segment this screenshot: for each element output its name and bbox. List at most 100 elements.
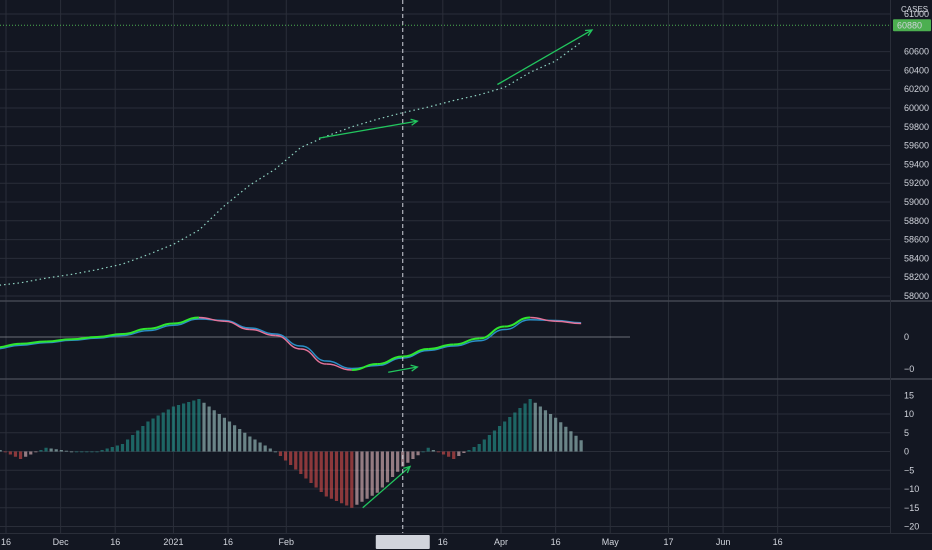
histogram-bar[interactable] [457,451,461,457]
histogram-bar[interactable] [90,451,94,453]
histogram-bar[interactable] [299,451,303,475]
oscillator-main-segment[interactable] [20,340,47,345]
histogram-bar[interactable] [100,450,104,452]
histogram-bar[interactable] [222,417,226,452]
oscillator-main-segment[interactable] [351,363,378,371]
histogram-bar[interactable] [69,451,74,453]
histogram-bar[interactable] [385,451,390,483]
histogram-bar[interactable] [390,451,395,478]
oscillator-main-segment[interactable] [0,342,21,349]
histogram-bar[interactable] [345,451,349,506]
oscillator-main-segment[interactable] [122,327,148,335]
histogram-bar[interactable] [487,435,491,452]
oscillator-main-segment[interactable] [46,338,72,343]
oscillator-main-segment[interactable] [147,322,174,330]
histogram-bar[interactable] [85,451,89,453]
oscillator-main-segment[interactable] [504,316,531,328]
histogram-bar[interactable] [528,399,532,452]
annotation-arrows[interactable] [318,29,594,509]
histogram-bar[interactable] [192,400,196,452]
histogram-bar[interactable] [39,450,43,452]
annotation-arrow[interactable] [497,29,593,86]
histogram-bar[interactable] [431,450,435,452]
histogram-bar[interactable] [447,451,451,457]
oscillator-signal-line[interactable] [0,318,582,370]
histogram-bar[interactable] [115,445,119,452]
histogram-bar[interactable] [3,451,7,453]
histogram-bar[interactable] [80,451,84,453]
histogram-bar[interactable] [579,440,583,452]
histogram-bar[interactable] [49,448,53,452]
histogram-bar[interactable] [232,425,237,452]
oscillator-main-segment[interactable] [428,343,454,350]
histogram-bar[interactable] [503,421,507,452]
price-series-line[interactable] [0,41,582,286]
histogram-bar[interactable] [166,409,170,452]
histogram-bar[interactable] [283,451,288,461]
histogram-bar[interactable] [309,451,313,484]
histogram-bar[interactable] [253,439,257,452]
histogram-bar[interactable] [187,402,191,452]
histogram-bar[interactable] [141,426,145,452]
histogram-bar[interactable] [95,451,99,453]
histogram-bar[interactable] [564,426,568,452]
oscillator-main-segment[interactable] [402,348,429,358]
histogram-bar[interactable] [492,430,497,452]
histogram-bar[interactable] [340,451,344,504]
annotation-arrow[interactable] [362,466,411,509]
histogram-bar[interactable] [64,450,69,452]
histogram-bar[interactable] [59,450,63,452]
histogram-bar[interactable] [304,451,308,479]
histogram-bar[interactable] [538,406,542,452]
histogram-bar[interactable] [263,445,267,452]
histogram-bar[interactable] [131,435,135,452]
histogram-bar[interactable] [217,414,221,452]
annotation-arrow[interactable] [318,120,418,139]
oscillator-main-segment[interactable] [479,325,505,340]
histogram-bar[interactable] [136,430,140,452]
histogram-bar[interactable] [294,451,298,470]
oscillator-main-segment[interactable] [275,334,301,350]
histogram-bar[interactable] [238,429,242,452]
histogram-bar[interactable] [508,417,512,452]
histogram-bar[interactable] [380,451,384,488]
histogram-bar[interactable] [462,451,466,454]
histogram-bar[interactable] [329,451,334,499]
histogram-bar[interactable] [334,451,339,502]
histogram-bar[interactable] [370,451,374,496]
histogram-bar[interactable] [156,415,160,452]
histogram-bar[interactable] [518,408,522,452]
histogram-bar[interactable] [18,451,23,460]
histogram-panel[interactable] [0,399,583,508]
histogram-bar[interactable] [105,448,109,452]
histogram-bar[interactable] [548,414,553,452]
histogram-bar[interactable] [324,451,328,497]
histogram-bar[interactable] [411,451,415,460]
histogram-bar[interactable] [574,435,578,452]
histogram-bar[interactable] [365,451,369,499]
histogram-bar[interactable] [533,402,537,452]
histogram-bar[interactable] [554,417,558,452]
histogram-bar[interactable] [243,432,247,452]
histogram-bar[interactable] [8,451,12,455]
histogram-bar[interactable] [258,442,262,452]
histogram-bar[interactable] [29,451,33,455]
histogram-bar[interactable] [436,451,441,453]
histogram-bar[interactable] [278,451,283,457]
oscillator-main-segment[interactable] [530,316,556,322]
oscillator-main-segment[interactable] [96,333,123,338]
histogram-bar[interactable] [319,451,323,493]
histogram-bar[interactable] [396,451,400,472]
histogram-bar[interactable] [559,422,563,452]
histogram-bar[interactable] [0,450,2,452]
histogram-bar[interactable] [482,439,486,452]
histogram-bar[interactable] [314,451,318,488]
histogram-bar[interactable] [171,406,176,452]
histogram-bar[interactable] [350,451,354,508]
histogram-bar[interactable] [289,451,293,466]
histogram-bar[interactable] [75,451,79,453]
histogram-bar[interactable] [176,405,181,452]
histogram-bar[interactable] [543,410,548,452]
histogram-bar[interactable] [24,451,28,457]
histogram-bar[interactable] [146,421,150,452]
